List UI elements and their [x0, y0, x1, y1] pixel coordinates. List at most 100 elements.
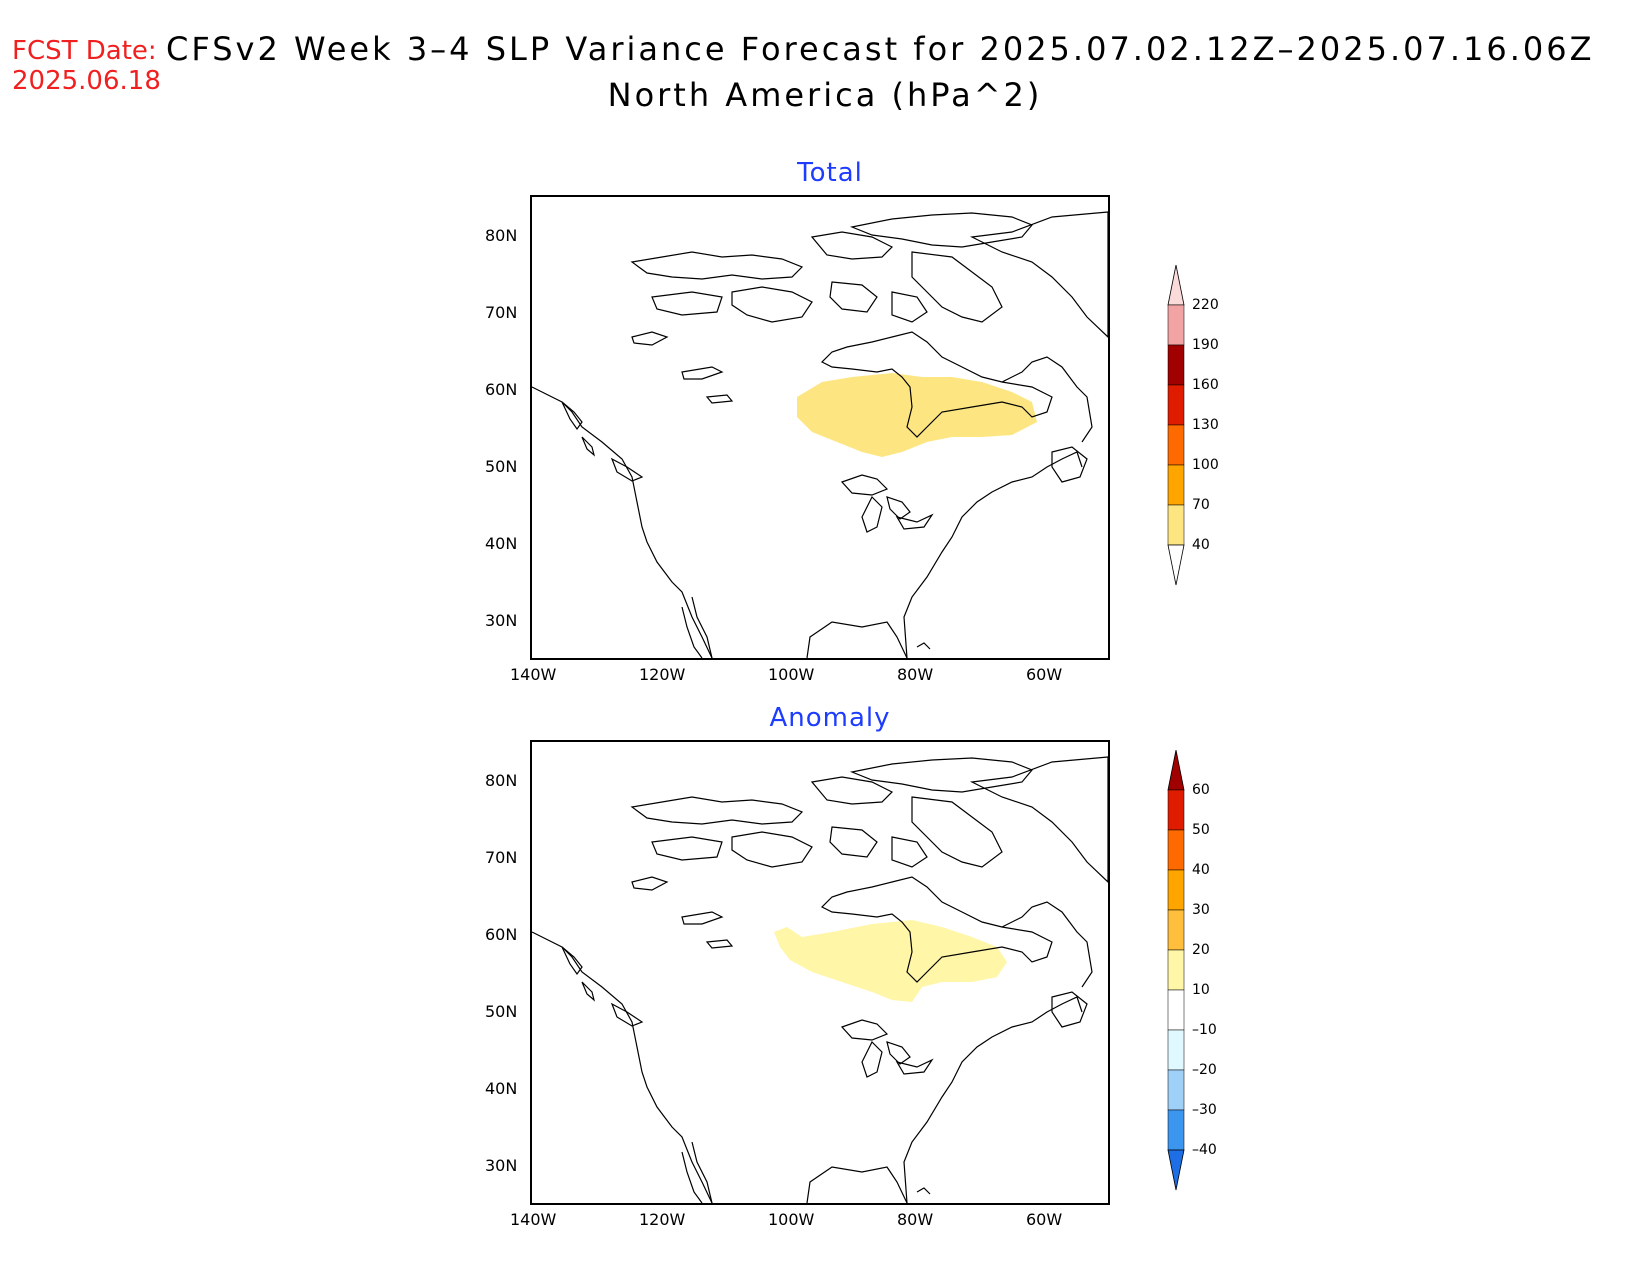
lon-tick-label: 120W	[639, 665, 686, 684]
colorbar-tick-label: 40	[1192, 537, 1210, 553]
colorbar-tick-label: 130	[1192, 417, 1219, 433]
colorbar-segment	[1167, 504, 1185, 546]
coastline	[886, 496, 911, 520]
coastline	[903, 996, 1083, 1203]
colorbar-segment	[1167, 789, 1185, 831]
coastline	[631, 876, 669, 891]
coastline	[610, 457, 644, 482]
coastline	[903, 451, 1083, 658]
colorbar-segment	[1167, 829, 1185, 871]
coastline	[806, 621, 908, 658]
colorbar-tick-label: 220	[1192, 297, 1219, 313]
shaded-variance-region	[774, 920, 1007, 1002]
coastline	[1051, 991, 1088, 1028]
colorbar-tick-label: 40	[1192, 862, 1210, 878]
coastline	[886, 1041, 911, 1065]
panel-title-total: Total	[797, 158, 863, 188]
colorbar-segment	[1167, 1029, 1185, 1071]
colorbar-segment	[1167, 869, 1185, 911]
coastline	[532, 386, 713, 658]
coastline	[840, 474, 889, 496]
colorbar-tick-label: 70	[1192, 497, 1210, 513]
coastline	[911, 251, 1003, 323]
colorbar-top-triangle	[1167, 749, 1185, 791]
colorbar-tick-label: –20	[1192, 1062, 1217, 1078]
colorbar-tick-label: 20	[1192, 942, 1210, 958]
colorbar-segment	[1167, 424, 1185, 466]
map-svg	[532, 211, 1108, 658]
coastline	[630, 251, 804, 280]
colorbar-tick-label: 160	[1192, 377, 1219, 393]
lat-tick-label: 50N	[485, 1002, 518, 1021]
lat-tick-label: 50N	[485, 457, 518, 476]
lat-tick-label: 40N	[485, 534, 518, 553]
coastline	[829, 281, 878, 313]
coastline	[916, 642, 931, 650]
lat-tick-label: 70N	[485, 848, 518, 867]
lon-tick-label: 80W	[897, 1210, 934, 1229]
lat-tick-label: 80N	[485, 771, 518, 790]
colorbar-tick-label: –40	[1192, 1142, 1217, 1158]
map-svg	[532, 756, 1108, 1203]
colorbar-total: 220 190 160 130 100 70 40	[1160, 264, 1280, 629]
page-subtitle: North America (hPa^2)	[607, 76, 1043, 114]
lon-tick-label: 100W	[768, 1210, 815, 1229]
coastline	[891, 836, 928, 868]
colorbar-segment	[1167, 949, 1185, 991]
page-title: CFSv2 Week 3–4 SLP Variance Forecast for…	[166, 30, 1595, 68]
coastline	[810, 231, 894, 260]
lat-tick-label: 60N	[485, 925, 518, 944]
lon-tick-label: 140W	[510, 1210, 557, 1229]
coastline	[705, 394, 734, 404]
colorbar-tick-label: 30	[1192, 902, 1210, 918]
coastline	[705, 939, 734, 949]
colorbar-segment	[1167, 464, 1185, 506]
lon-tick-label: 60W	[1026, 665, 1063, 684]
shaded-variance-region	[797, 373, 1037, 457]
lat-tick-label: 40N	[485, 1079, 518, 1098]
coastline	[849, 757, 1033, 793]
coastline	[895, 1058, 934, 1075]
lat-tick-label: 60N	[485, 380, 518, 399]
coastline	[691, 596, 713, 658]
coastline	[820, 876, 1053, 983]
lat-tick-label: 30N	[485, 611, 518, 630]
coastline	[806, 1166, 908, 1203]
coastline	[840, 1019, 889, 1041]
colorbar-segment	[1167, 304, 1185, 346]
coastline	[829, 826, 878, 858]
coastline	[1001, 901, 1093, 988]
lon-tick-label: 80W	[897, 665, 934, 684]
colorbar-segment	[1167, 344, 1185, 386]
coastline	[532, 931, 713, 1203]
colorbar-tick-label: –30	[1192, 1102, 1217, 1118]
colorbar-tick-label: 190	[1192, 337, 1219, 353]
coastline	[891, 291, 928, 323]
coastline	[861, 495, 883, 533]
colorbar-tick-label: 10	[1192, 982, 1210, 998]
coastline	[581, 981, 596, 1002]
coastline	[681, 366, 724, 380]
coastline	[820, 331, 1053, 438]
coastline	[731, 831, 813, 868]
colorbar-segment	[1167, 1069, 1185, 1111]
colorbar-bottom-triangle	[1167, 1149, 1185, 1191]
coastline	[630, 796, 804, 825]
coastline	[561, 401, 583, 431]
coastline	[651, 291, 723, 316]
colorbar-tick-label: 50	[1192, 822, 1210, 838]
coastline	[561, 946, 583, 976]
colorbar-bottom-triangle	[1167, 544, 1185, 586]
lon-tick-label: 120W	[639, 1210, 686, 1229]
colorbar-tick-label: 100	[1192, 457, 1219, 473]
colorbar-segment	[1167, 1109, 1185, 1151]
coastline	[681, 1151, 703, 1203]
map-total	[530, 195, 1110, 660]
coastline	[916, 1187, 931, 1195]
coastline	[861, 1040, 883, 1078]
colorbar-top-triangle	[1167, 264, 1185, 306]
coastline	[969, 211, 1108, 338]
coastline	[610, 1002, 644, 1027]
coastline	[810, 776, 894, 805]
coastline	[731, 286, 813, 323]
